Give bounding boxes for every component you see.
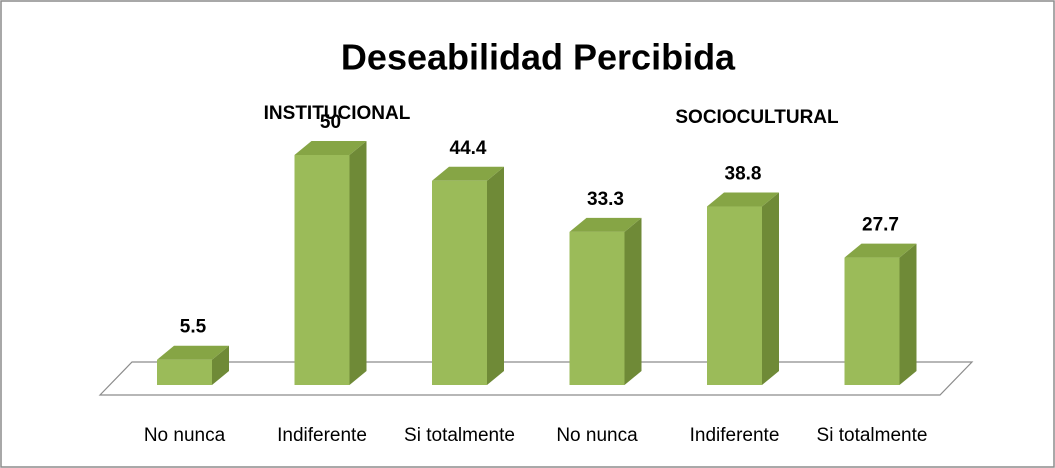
bar-side [624,217,642,385]
value-label: 33.3 [587,189,624,210]
bar-front [707,206,762,385]
bar [569,217,642,385]
bar-top [432,166,504,181]
value-label: 38.8 [725,164,762,185]
annotation: SOCIOCULTURAL [675,107,839,128]
x-tick-label: Si totalmente [404,425,515,446]
annotation: INSTITUCIONAL [264,103,411,124]
bar-side [487,166,504,385]
bar-top [707,192,779,207]
chart-title: Deseabilidad Percibida [341,37,736,78]
bar-top [569,217,642,232]
bar-side [762,192,779,385]
bar [844,243,917,385]
bar-side [899,243,917,385]
value-label: 27.7 [862,215,899,236]
x-tick-label: Si totalmente [817,425,928,446]
bar-front [569,231,625,385]
bar-side [349,141,367,385]
bar-side [212,345,229,385]
bar-top [844,243,917,258]
value-label: 5.5 [180,317,207,338]
bar-front [157,359,212,385]
x-tick-label: Indiferente [277,425,367,446]
bar [294,141,367,385]
bar-front [432,180,487,385]
bar [157,345,229,385]
floor [98,361,974,396]
bar-front [294,155,350,385]
x-tick-label: Indiferente [690,425,780,446]
bar [707,192,779,385]
value-label: 44.4 [450,138,487,159]
bar-top [157,345,229,360]
value-label: 50 [320,112,341,133]
x-tick-label: No nunca [556,425,638,446]
bar-front [844,257,900,385]
bar-top [294,141,367,155]
bar [432,166,504,385]
x-tick-label: No nunca [144,425,226,446]
